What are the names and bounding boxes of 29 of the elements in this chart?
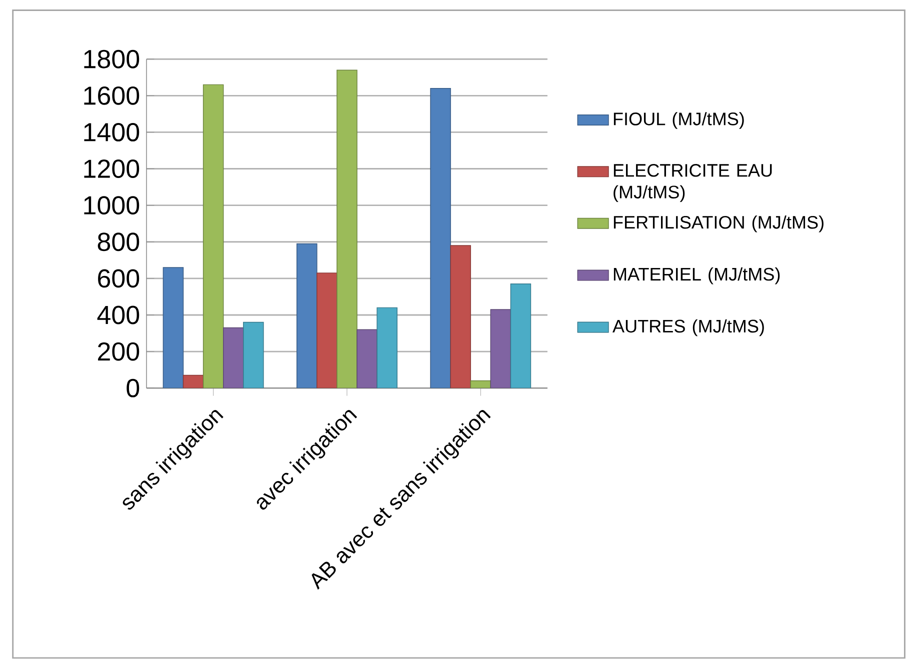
- bar: [202, 84, 224, 388]
- bar: [490, 309, 512, 388]
- bar: [183, 375, 204, 388]
- legend-label: AUTRES (MJ/tMS): [612, 319, 764, 336]
- bar: [316, 272, 338, 388]
- bar: [222, 327, 244, 388]
- bar: [243, 322, 264, 388]
- y-tick-label: 1200: [84, 159, 140, 178]
- y-tick-label: 1600: [84, 86, 140, 105]
- legend-label: MATERIEL (MJ/tMS): [614, 267, 780, 284]
- y-tick-label: 1800: [84, 50, 140, 68]
- legend-label: ELECTRICITE EAU (MJ/tMS): [614, 164, 772, 202]
- y-tick-label: 600: [98, 269, 140, 288]
- bar: [336, 70, 358, 388]
- y-tick-label: 0: [126, 378, 140, 398]
- y-tick-label: 400: [97, 306, 140, 324]
- y-tick-label: 800: [98, 232, 140, 251]
- bar: [510, 283, 532, 388]
- bar: [450, 245, 471, 388]
- bar: [430, 88, 451, 388]
- legend-label: FERTILISATION (MJ/tMS): [614, 215, 824, 232]
- bar: [296, 243, 318, 388]
- legend-label: FIOUL (MJ/tMS): [614, 112, 744, 129]
- y-tick-label: 1400: [84, 122, 140, 142]
- y-tick-label: 1000: [84, 196, 140, 214]
- bar: [356, 329, 378, 388]
- bar: [162, 266, 184, 388]
- bar: [376, 307, 398, 388]
- y-tick-label: 200: [98, 342, 140, 361]
